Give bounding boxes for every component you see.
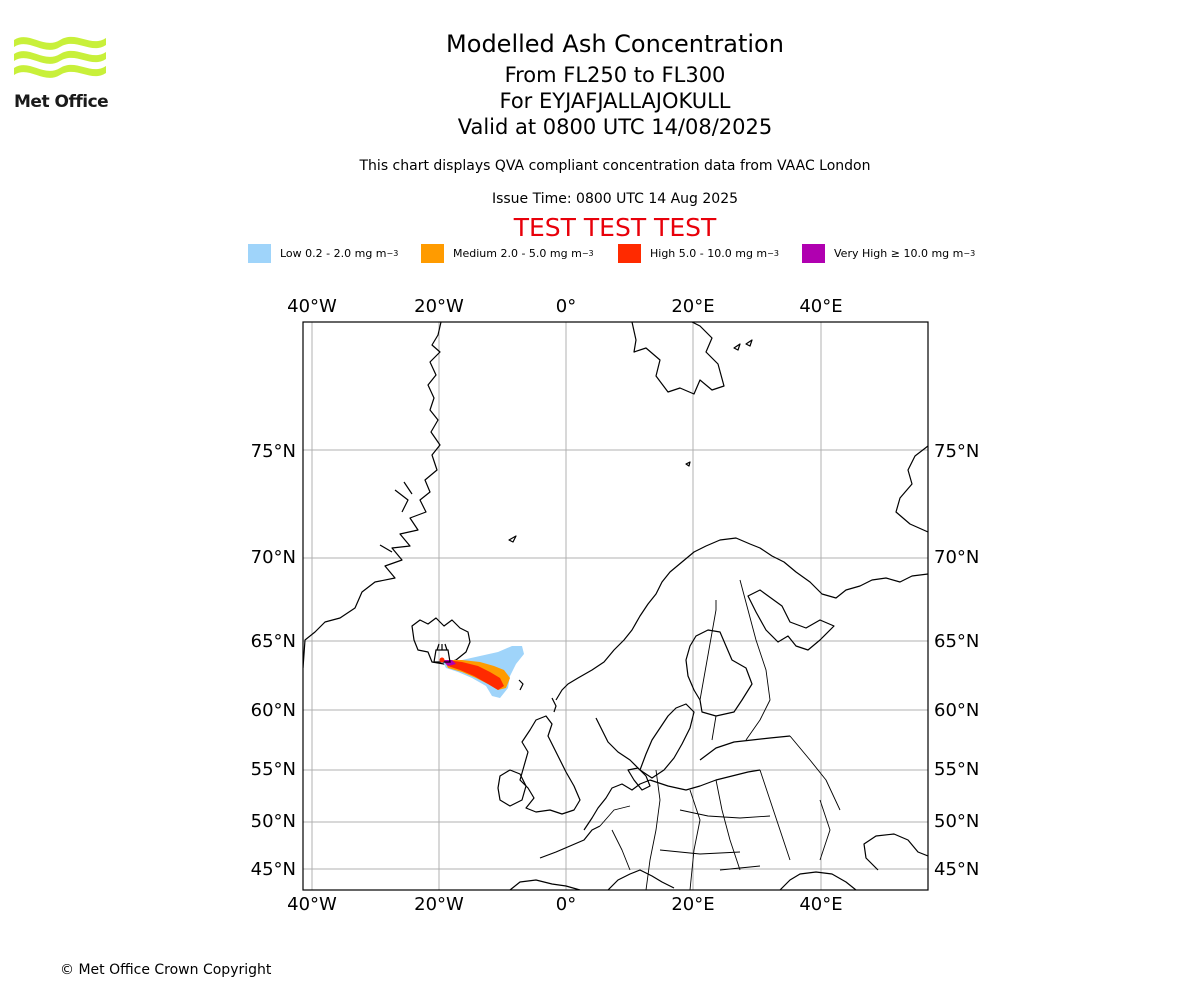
coastline-med-north [607, 869, 675, 890]
legend-unit-exp-low: −3 [386, 249, 399, 258]
coastlines [303, 322, 928, 890]
legend-label-medium: Medium 2.0 - 5.0 mg m [453, 247, 582, 260]
lat-label-right-50n: 50°N [934, 811, 979, 832]
coastline-great-britain [519, 715, 581, 815]
lat-label-right-65n: 65°N [934, 631, 979, 652]
legend-unit-exp-very-high: −3 [963, 249, 976, 258]
map-frame [302, 321, 929, 891]
coastline-denmark [627, 767, 651, 791]
lon-label-bottom-0: 0° [556, 894, 576, 915]
coastline-norway-south [595, 717, 641, 771]
ash-plume [442, 646, 524, 698]
lat-label-right-70n: 70°N [934, 547, 979, 568]
lat-label-left-60n: 60°N [251, 700, 296, 721]
coastline-ireland [497, 769, 527, 807]
lat-label-right-60n: 60°N [934, 700, 979, 721]
coastline-jan-mayen [508, 535, 517, 543]
lat-label-left-55n: 55°N [251, 759, 296, 780]
map-gridlines [303, 322, 928, 890]
volcano-marker [433, 643, 451, 663]
legend-label-very-high: Very High ≥ 10.0 mg m [834, 247, 964, 260]
lat-label-right-55n: 55°N [934, 759, 979, 780]
coastline-north-sea-coast [583, 779, 651, 831]
lat-label-left-65n: 65°N [251, 631, 296, 652]
coastline-black-sea [779, 871, 857, 890]
ash-area-high [446, 660, 504, 690]
lon-label-bottom-40e: 40°E [799, 894, 842, 915]
legend-label-low: Low 0.2 - 2.0 mg m [280, 247, 387, 260]
lon-label-top-20w: 20°W [414, 296, 464, 317]
coastline-svalbard [631, 322, 753, 395]
legend-swatch-very-high [802, 244, 825, 263]
legend-swatch-medium [421, 244, 444, 263]
lon-label-bottom-40w: 40°W [287, 894, 337, 915]
lon-label-bottom-20w: 20°W [414, 894, 464, 915]
coastline-france-biscay [539, 825, 601, 859]
coastline-shetland [551, 697, 557, 713]
lon-label-top-40w: 40°W [287, 296, 337, 317]
legend-label-high: High 5.0 - 10.0 mg m [650, 247, 768, 260]
valid-time: Valid at 0800 UTC 14/08/2025 [457, 115, 773, 139]
legend-swatch-high [618, 244, 641, 263]
legend-unit-exp-medium: −3 [581, 249, 594, 258]
lon-label-top-20e: 20°E [671, 296, 714, 317]
coastline-finland-gulf [699, 735, 791, 761]
legend-swatch-low [248, 244, 271, 263]
coastline-baltic-bothnia [685, 629, 753, 717]
lat-label-right-45n: 45°N [934, 859, 979, 880]
coastline-faroes [518, 679, 524, 691]
coastline-sweden-south [639, 703, 695, 779]
legend-item-very-high: Very High ≥ 10.0 mg m −3 [802, 244, 975, 263]
lon-label-top-0: 0° [556, 296, 576, 317]
lat-label-left-50n: 50°N [251, 811, 296, 832]
coastline-novaya-zemlya [895, 445, 928, 533]
legend-item-high: High 5.0 - 10.0 mg m −3 [618, 244, 779, 263]
coastline-iceland [411, 617, 471, 665]
legend-item-medium: Medium 2.0 - 5.0 mg m −3 [421, 244, 594, 263]
coastline-kola-white-sea [747, 589, 835, 651]
issue-time: Issue Time: 0800 UTC 14 Aug 2025 [491, 191, 739, 207]
lat-label-left-45n: 45°N [251, 859, 296, 880]
chart-description: This chart displays QVA compliant concen… [359, 158, 871, 174]
legend-item-low: Low 0.2 - 2.0 mg m −3 [248, 244, 398, 263]
flight-level-range: From FL250 to FL300 [504, 63, 726, 87]
test-banner: TEST TEST TEST [513, 213, 717, 242]
coastline-scandinavia [555, 537, 928, 701]
coastline-iberia-north [509, 879, 581, 890]
chart-title: Modelled Ash Concentration [446, 30, 784, 58]
lat-label-left-70n: 70°N [251, 547, 296, 568]
met-office-logo [14, 36, 106, 78]
volcano-name: For EYJAFJALLAJOKULL [499, 89, 731, 113]
lat-label-right-75n: 75°N [934, 441, 979, 462]
lon-label-top-40e: 40°E [799, 296, 842, 317]
coastline-greenland [303, 322, 442, 669]
logo-text: Met Office [14, 92, 109, 112]
copyright-notice: © Met Office Crown Copyright [60, 962, 272, 978]
lat-label-left-75n: 75°N [251, 441, 296, 462]
coastline-bear-island [685, 461, 691, 467]
legend-unit-exp-high: −3 [767, 249, 779, 258]
lon-label-bottom-20e: 20°E [671, 894, 714, 915]
country-borders [599, 579, 841, 890]
coastline-caspian [863, 833, 928, 871]
coastline-greenland-fjords [379, 481, 413, 553]
coastline-baltic-south [649, 769, 761, 791]
